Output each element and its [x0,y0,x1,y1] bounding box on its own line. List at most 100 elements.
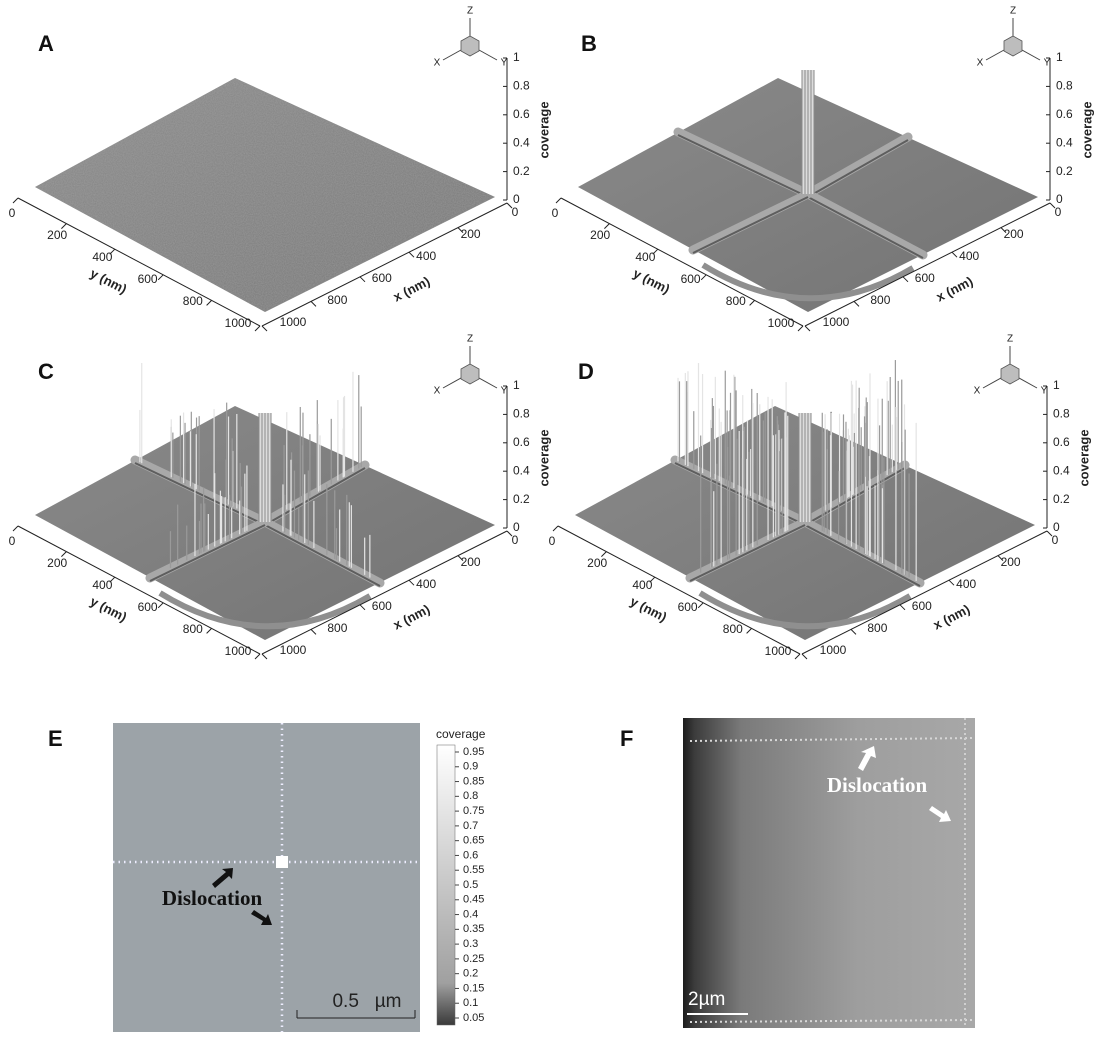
y-tick-label: 1000 [225,644,252,658]
z-tick-label: 0.6 [513,435,530,449]
y-axis-label: y (nm) [88,266,130,297]
x-tick-label: 800 [870,293,890,307]
z-tick-label: 0.8 [513,79,530,93]
x-tick [952,252,957,257]
triad-label: X [434,58,441,69]
y-tick [255,326,260,331]
y-tick [795,654,800,659]
y-tick-label: 200 [590,228,610,242]
z-tick-label: 1 [513,378,520,392]
x-tick-label: 1000 [820,643,847,657]
x-tick-label: 600 [372,271,392,285]
y-tick-label: 1000 [225,316,252,330]
panel-label: F [620,726,633,751]
x-axis-label: x (nm) [391,602,433,633]
z-tick-label: 0.4 [513,135,530,149]
panel-label: E [48,726,63,751]
surface-panel: B00.20.40.60.81coverage02004006008001000… [552,6,1095,331]
x-tick-label: 200 [461,227,481,241]
z-axis-label: coverage [536,101,551,158]
y-tick [13,198,18,203]
x-tick [409,580,414,585]
y-tick [13,526,18,531]
panel-label: B [581,31,597,56]
annotation: Dislocation [162,886,263,910]
x-tick [851,629,856,634]
panel-label: A [38,31,54,56]
colorbar-title: coverage [436,727,486,741]
y-tick-label: 400 [92,578,112,592]
z-tick-label: 0.8 [1056,79,1073,93]
scale-label: 2µm [688,989,725,1010]
y-tick-label: 600 [138,272,158,286]
z-tick-label: 0.8 [1053,407,1070,421]
triad-cube [461,36,479,56]
triad-label: X [974,386,981,397]
y-tick [255,654,260,659]
z-axis-label: coverage [1079,101,1094,158]
simulation-map [113,723,420,1032]
y-tick-label: 400 [635,250,655,264]
y-tick [698,603,703,608]
triad-label: X [434,386,441,397]
x-tick [360,605,365,610]
triad-label: Y [501,58,508,69]
scale-label: 0.5 µm [332,991,401,1012]
panel-f: F Dislocation 2µm [620,718,975,1028]
y-tick-label: 1000 [765,644,792,658]
x-tick [949,580,954,585]
colorbar-tick-label: 0.15 [463,982,484,994]
z-tick-label: 0.2 [1056,164,1073,178]
surface-panel: C00.20.40.60.81coverage02004006008001000… [9,334,552,659]
x-tick-label: 200 [1004,227,1024,241]
x-tick-label: 0 [1055,205,1062,219]
z-tick-label: 1 [1056,50,1063,64]
colorbar-tick-label: 0.9 [463,761,478,773]
triad-label: Z [1010,6,1016,17]
colorbar-tick-label: 0.55 [463,864,484,876]
panel-label: D [578,359,594,384]
triad-label: Z [467,334,473,345]
y-tick [701,275,706,280]
panel-label: C [38,359,54,384]
z-tick-label: 0 [513,192,520,206]
x-tick-label: 600 [915,271,935,285]
colorbar-tick-label: 0.7 [463,820,478,832]
colorbar-tick-label: 0.2 [463,968,478,980]
y-tick-label: 200 [47,228,67,242]
triad-cube [461,364,479,384]
annotation: Dislocation [827,773,928,797]
x-axis-label: x (nm) [934,274,976,305]
x-tick-label: 800 [327,293,347,307]
colorbar [437,745,455,1025]
triad-label: Y [501,386,508,397]
y-tick-label: 600 [678,600,698,614]
y-tick-label: 0 [552,206,559,220]
y-tick-label: 800 [723,622,743,636]
x-tick-label: 400 [416,577,436,591]
colorbar-tick-label: 0.85 [463,775,484,787]
x-tick [409,252,414,257]
z-tick-label: 0.2 [513,492,530,506]
figure: E Dislocation 0.5 µm coverage 0.950.90.8… [0,0,1100,1032]
colorbar-tick-label: 0.75 [463,805,484,817]
y-tick-label: 600 [138,600,158,614]
triad-cube [1004,36,1022,56]
triad-label: Y [1044,58,1051,69]
x-tick-label: 600 [372,599,392,613]
y-tick-label: 800 [726,294,746,308]
x-tick-label: 800 [867,621,887,635]
x-tick [805,326,810,331]
surface-panel: A00.20.40.60.81coverage02004006008001000… [9,6,552,331]
y-tick [553,526,558,531]
y-tick [556,198,561,203]
y-tick-label: 0 [9,534,16,548]
colorbar-tick-label: 0.35 [463,923,484,935]
y-tick [750,300,755,305]
z-tick-label: 0 [513,520,520,534]
x-tick-label: 400 [959,249,979,263]
x-tick-label: 0 [512,205,519,219]
y-axis-label: y (nm) [88,594,130,625]
x-tick-label: 0 [512,533,519,547]
x-tick-label: 200 [461,555,481,569]
